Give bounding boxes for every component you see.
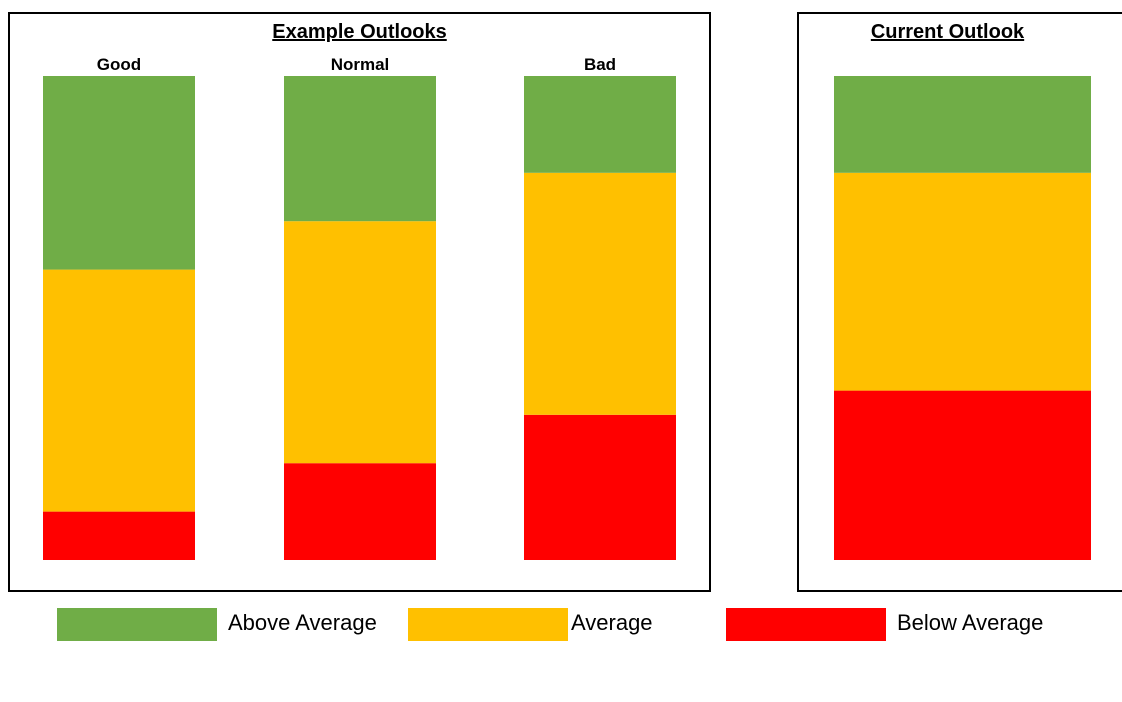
bar-current-above-average [834, 76, 1091, 173]
legend: Above Average Average Below Average [0, 608, 1122, 648]
example-outlooks-title: Example Outlooks [272, 21, 447, 43]
bar-bad-below-average [524, 414, 676, 560]
legend-label-below-average: Below Average [897, 610, 1044, 635]
bar-good-below-average [43, 511, 195, 560]
bar-bad-average [524, 172, 676, 415]
legend-label-average: Average [571, 610, 653, 635]
bar-current-average [834, 172, 1091, 391]
category-label-normal: Normal [331, 55, 390, 74]
example-outlooks-chart: Good Normal Bad [43, 55, 676, 560]
bar-good-above-average [43, 76, 195, 270]
legend-swatch-below-average [726, 608, 886, 641]
legend-swatch-above-average [57, 608, 217, 641]
example-outlooks-panel: Example Outlooks Good Normal Bad [8, 12, 711, 592]
bar-current-below-average [834, 390, 1091, 560]
category-label-bad: Bad [584, 55, 616, 74]
bar-normal-below-average [284, 463, 436, 560]
legend-label-above-average: Above Average [228, 610, 377, 635]
bar-bad-above-average [524, 76, 676, 173]
current-outlook-chart [834, 76, 1091, 560]
category-label-good: Good [97, 55, 141, 74]
bar-normal-above-average [284, 76, 436, 222]
current-outlook-panel: Current Outlook [797, 12, 1122, 592]
current-outlook-title: Current Outlook [870, 21, 1025, 43]
bar-good-average [43, 269, 195, 512]
bar-normal-average [284, 221, 436, 464]
legend-swatch-average [408, 608, 568, 641]
